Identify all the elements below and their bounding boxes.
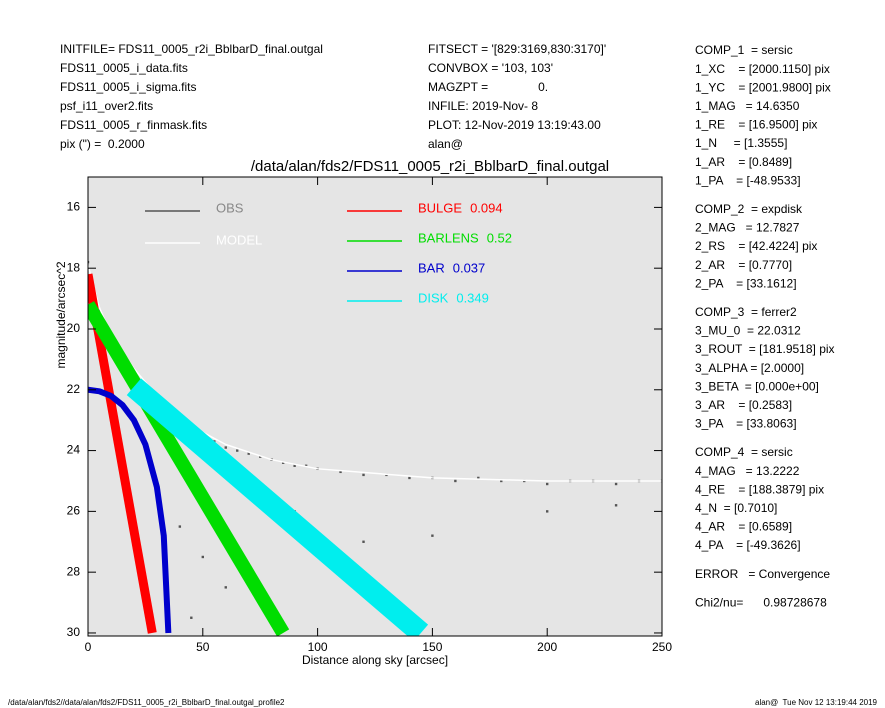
data-point xyxy=(362,540,365,543)
parameter-line: 3_ALPHA = [2.0000] xyxy=(695,361,804,375)
parameter-line: 3_PA = [33.8063] xyxy=(695,417,797,431)
y-tick-label: 16 xyxy=(67,200,81,214)
parameter-line: 1_MAG = 14.6350 xyxy=(695,99,800,113)
parameter-line: 4_RE = [188.3879] pix xyxy=(695,482,824,496)
data-point xyxy=(88,260,90,264)
profile-line xyxy=(88,301,290,636)
parameter-line: ERROR = Convergence xyxy=(695,567,830,581)
header-line: FITSECT = '[829:3169,830:3170]' xyxy=(428,42,606,56)
plot-frame xyxy=(87,176,663,637)
header-line: FDS11_0005_r_finmask.fits xyxy=(60,118,207,132)
parameter-line: 1_RE = [16.9500] pix xyxy=(695,118,817,132)
parameter-line: 3_BETA = [0.000e+00] xyxy=(695,379,819,393)
parameter-line: COMP_3 = ferrer2 xyxy=(695,305,797,319)
header-line: FDS11_0005_i_sigma.fits xyxy=(60,80,197,94)
parameter-line: Chi2/nu= 0.98728678 xyxy=(695,595,827,609)
x-tick-label: 50 xyxy=(196,640,210,654)
data-point xyxy=(362,473,365,477)
header-line: alan@ xyxy=(428,137,463,151)
data-point xyxy=(431,534,434,537)
y-tick-label: 22 xyxy=(67,382,81,396)
data-point xyxy=(546,482,549,486)
data-point xyxy=(500,479,503,483)
parameter-line: 1_N = [1.3555] xyxy=(695,136,787,150)
header-line: INFILE: 2019-Nov- 8 xyxy=(428,99,538,113)
legend-fraction: 0.52 xyxy=(487,230,512,245)
data-point xyxy=(293,464,296,467)
y-tick-label: 30 xyxy=(67,625,81,639)
legend-label: BAR xyxy=(418,260,445,275)
parameter-line: 3_ROUT = [181.9518] pix xyxy=(695,342,835,356)
data-point xyxy=(454,479,457,483)
parameter-line: 2_RS = [42.4224] pix xyxy=(695,239,817,253)
y-tick-label: 26 xyxy=(67,504,81,518)
parameter-line: 4_PA = [-49.3626] xyxy=(695,538,801,552)
parameter-line: 3_MU_0 = 22.0312 xyxy=(695,324,801,338)
header-line: pix (") = 0.2000 xyxy=(60,137,145,151)
legend-fraction: 0.349 xyxy=(456,290,489,305)
parameter-line: 4_AR = [0.6589] xyxy=(695,520,792,534)
y-tick-label: 20 xyxy=(67,321,81,335)
data-point xyxy=(201,555,204,559)
header-line: PLOT: 12-Nov-2019 13:19:43.00 xyxy=(428,118,601,132)
data-point xyxy=(614,482,618,486)
header-line: MAGZPT = 0. xyxy=(428,80,548,94)
data-point xyxy=(236,449,239,452)
x-tick-label: 200 xyxy=(537,640,557,654)
y-tick-label: 18 xyxy=(67,260,81,274)
data-point xyxy=(408,476,411,480)
data-point xyxy=(247,452,250,455)
data-point xyxy=(477,476,480,480)
data-point xyxy=(224,586,227,589)
x-axis-label: Distance along sky [arcsec] xyxy=(302,653,448,667)
x-tick-label: 100 xyxy=(308,640,328,654)
data-point xyxy=(339,470,342,474)
parameter-line: 1_XC = [2000.1150] pix xyxy=(695,62,830,76)
data-point xyxy=(178,525,182,528)
x-tick-label: 0 xyxy=(85,640,92,654)
footer-right: alan@ Tue Nov 12 13:19:44 2019 xyxy=(755,698,878,707)
parameter-line: COMP_2 = expdisk xyxy=(695,202,803,216)
header-line: psf_i11_over2.fits xyxy=(60,99,153,113)
parameter-line: 1_YC = [2001.9800] pix xyxy=(695,80,831,94)
y-tick-label: 24 xyxy=(67,443,81,457)
header-line: FDS11_0005_i_data.fits xyxy=(60,61,188,75)
header-line: CONVBOX = '103, 103' xyxy=(428,61,553,75)
parameter-line: 2_MAG = 12.7827 xyxy=(695,221,800,235)
x-tick-label: 250 xyxy=(652,640,672,654)
header-line: INITFILE= FDS11_0005_r2i_BblbarD_final.o… xyxy=(60,42,323,56)
legend-label: MODEL xyxy=(216,232,262,247)
plot-background xyxy=(88,177,662,636)
parameter-line: COMP_4 = sersic xyxy=(695,445,793,459)
y-axis-label: magnitude/arcsec^2 xyxy=(54,261,68,368)
data-point xyxy=(546,510,549,513)
legend-label: OBS xyxy=(216,200,244,215)
parameter-line: 2_PA = [33.1612] xyxy=(695,276,797,290)
footer-left: /data/alan/fds2//data/alan/fds2/FDS11_00… xyxy=(8,698,285,707)
legend-label: DISK xyxy=(418,290,449,305)
chart-title: /data/alan/fds2/FDS11_0005_r2i_BblbarD_f… xyxy=(251,158,609,175)
data-point xyxy=(224,446,227,449)
data-point xyxy=(190,616,193,619)
profile-line xyxy=(126,378,429,636)
parameter-line: 1_AR = [0.8489] xyxy=(695,155,792,169)
legend-fraction: 0.094 xyxy=(470,200,503,215)
legend-fraction: 0.037 xyxy=(453,260,486,275)
parameter-line: 3_AR = [0.2583] xyxy=(695,398,792,412)
y-tick-label: 28 xyxy=(67,564,81,578)
parameter-line: 2_AR = [0.7770] xyxy=(695,258,792,272)
parameter-line: 1_PA = [-48.9533] xyxy=(695,173,801,187)
profile-line xyxy=(88,386,172,634)
x-tick-label: 150 xyxy=(422,640,442,654)
data-point xyxy=(614,504,618,507)
parameter-line: 4_MAG = 13.2222 xyxy=(695,464,800,478)
legend-label: BARLENS xyxy=(418,230,479,245)
parameter-line: 4_N = [0.7010] xyxy=(695,501,777,515)
plot-area xyxy=(88,260,662,636)
parameter-line: COMP_1 = sersic xyxy=(695,43,793,57)
legend-label: BULGE xyxy=(418,200,462,215)
